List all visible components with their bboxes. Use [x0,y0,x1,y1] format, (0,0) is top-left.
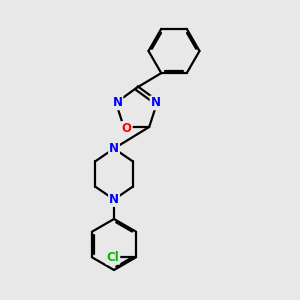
Text: N: N [112,96,122,109]
Text: N: N [151,96,160,109]
Text: N: N [109,142,119,155]
Text: O: O [122,122,132,135]
Text: Cl: Cl [106,251,119,264]
Text: N: N [109,193,119,206]
